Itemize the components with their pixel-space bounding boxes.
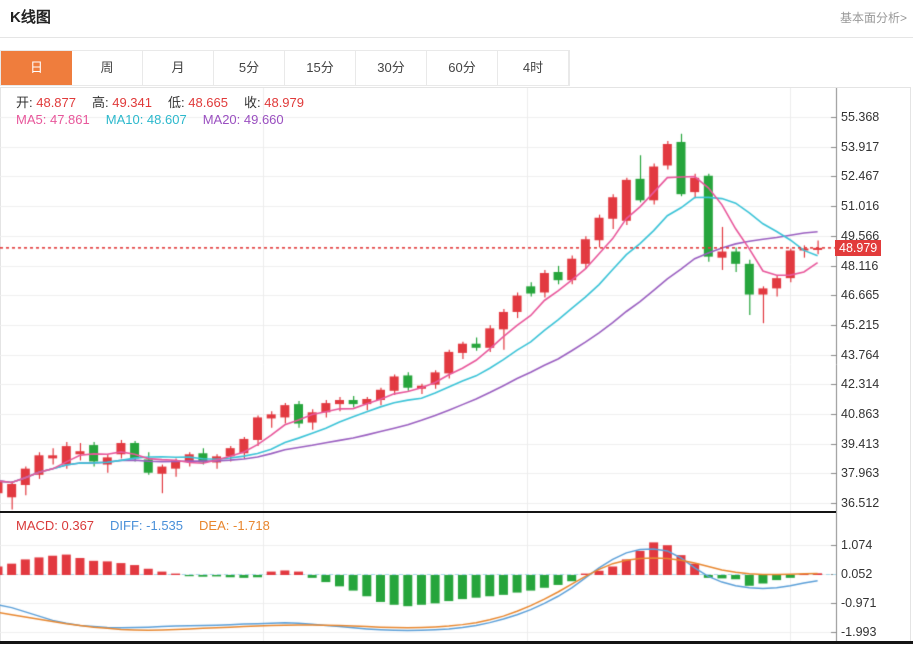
legend-label: 低: [168, 95, 189, 110]
tab-周[interactable]: 周 [72, 51, 143, 85]
price-axis-label: 40.863 [841, 407, 880, 422]
legend-value: -1.535 [146, 518, 184, 533]
header-divider [0, 37, 913, 38]
macd-axis-label: 1.074 [841, 537, 873, 552]
legend-label: MACD: [16, 518, 62, 533]
legend-value: 49.341 [112, 95, 152, 110]
price-axis-label: 52.467 [841, 169, 880, 184]
legend-label: DEA: [199, 518, 233, 533]
tab-15分[interactable]: 15分 [285, 51, 356, 85]
legend-value: 0.367 [61, 518, 95, 533]
legend-value: 49.660 [243, 112, 284, 127]
legend-item: MA5: 47.861 [16, 112, 90, 127]
page-title: K线图 [10, 9, 51, 26]
legend-value: 48.665 [188, 95, 228, 110]
price-axis-label: 45.215 [841, 317, 880, 332]
bottom-border [0, 641, 913, 644]
legend-item: 低: 48.665 [168, 95, 228, 110]
price-axis-label: 39.413 [841, 436, 880, 451]
ma-legend: MA5: 47.861 MA10: 48.607 MA20: 49.660 [16, 112, 300, 127]
price-axis-label: 51.016 [841, 199, 880, 214]
legend-label: 收: [244, 95, 265, 110]
legend-label: 高: [92, 95, 113, 110]
price-axis-label: 49.566 [841, 228, 880, 243]
price-axis-label: 36.512 [841, 496, 880, 511]
price-axis-label: 43.764 [841, 347, 880, 362]
tab-日[interactable]: 日 [1, 51, 72, 85]
fundamental-analysis-link[interactable]: 基本面分析> [839, 11, 907, 25]
legend-label: 开: [16, 95, 37, 110]
legend-item: MA20: 49.660 [203, 112, 284, 127]
legend-value: 48.979 [264, 95, 304, 110]
current-price-marker: 48.979 [835, 239, 882, 256]
legend-label: MA10: [105, 112, 147, 127]
tab-4时[interactable]: 4时 [498, 51, 569, 85]
price-axis-label: 42.314 [841, 377, 880, 392]
legend-item: 高: 49.341 [92, 95, 152, 110]
legend-item: MA10: 48.607 [106, 112, 187, 127]
macd-axis-label: -1.993 [841, 624, 877, 639]
legend-value: 48.877 [36, 95, 76, 110]
interval-tab-bar: 日周月 5分 15分 30分 60分 4时 [0, 50, 570, 86]
legend-item: 开: 48.877 [16, 95, 76, 110]
legend-value: 47.861 [49, 112, 90, 127]
legend-label: MA20: [202, 112, 244, 127]
tab-30分[interactable]: 30分 [356, 51, 427, 85]
kline-chart-canvas[interactable] [0, 88, 913, 644]
ohlc-legend: 开: 48.877 高: 49.341 低: 48.665 收: 48.979 [16, 92, 320, 111]
tab-5分[interactable]: 5分 [214, 51, 285, 85]
tab-月[interactable]: 月 [143, 51, 214, 85]
legend-value: 48.607 [146, 112, 187, 127]
price-axis-label: 53.917 [841, 139, 880, 154]
legend-item: DIFF: -1.535 [110, 518, 183, 533]
legend-item: 收: 48.979 [244, 95, 304, 110]
price-axis-label: 37.963 [841, 466, 880, 481]
legend-item: DEA: -1.718 [199, 518, 270, 533]
legend-item: MACD: 0.367 [16, 518, 94, 533]
panel-separator [0, 511, 836, 513]
macd-axis-label: -0.971 [841, 595, 877, 610]
macd-legend: MACD: 0.367 DIFF: -1.535 DEA: -1.718 [16, 518, 286, 533]
price-axis-label: 46.665 [841, 288, 880, 303]
legend-label: DIFF: [110, 518, 147, 533]
tab-60分[interactable]: 60分 [427, 51, 498, 85]
legend-label: MA5: [16, 112, 50, 127]
price-axis-label: 48.116 [841, 258, 879, 273]
macd-axis-label: 0.052 [841, 566, 873, 581]
legend-value: -1.718 [233, 518, 270, 533]
price-axis-label: 55.368 [841, 110, 880, 124]
